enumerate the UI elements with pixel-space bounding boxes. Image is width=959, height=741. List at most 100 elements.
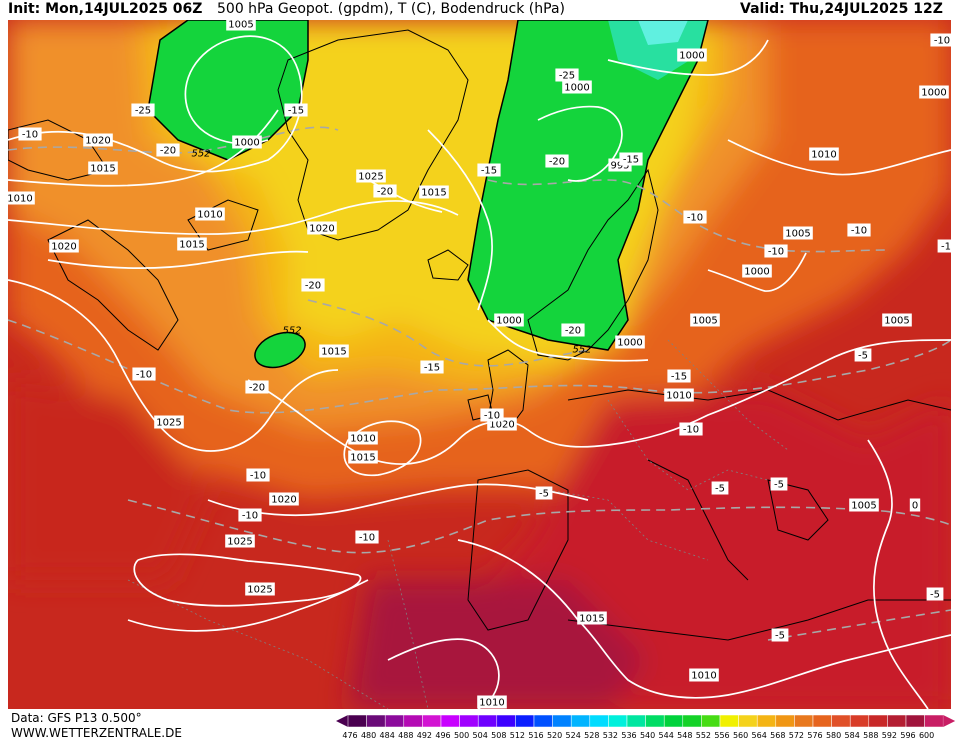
isobar-label: 1010	[8, 191, 35, 205]
isotherm-label: -10	[238, 508, 262, 522]
isobar-label-box	[225, 534, 255, 548]
scale-swatch	[626, 714, 646, 728]
isobar-label-text: 1020	[309, 224, 334, 235]
isobar-label-box	[809, 147, 839, 161]
scale-swatch	[775, 714, 795, 728]
isobar-label-box	[577, 611, 607, 625]
isotherm-label: -5	[711, 481, 729, 495]
scale-swatch	[756, 714, 777, 728]
isobar-label-text: 1015	[421, 188, 446, 199]
isobar-label-box	[477, 695, 507, 709]
isotherm-label-text: -20	[305, 281, 321, 292]
isobar-label-text: 1000	[744, 267, 769, 278]
isobar-label: 1025	[154, 415, 184, 429]
isotherm-label-box	[854, 348, 872, 362]
scale-tick-label: 556	[714, 731, 729, 740]
isobar-label-text: 1000	[921, 88, 946, 99]
isotherm-label-text: -10	[768, 247, 784, 258]
isobar-label-text: 1015	[321, 347, 346, 358]
isobar-label-box	[882, 313, 912, 327]
isobar-label: 1015	[177, 237, 207, 251]
scale-swatch	[403, 714, 423, 728]
isotherm-label-text: -15	[288, 106, 304, 117]
scale-swatch	[868, 714, 888, 728]
isobar-label: 1015	[88, 161, 118, 175]
isotherm-label: -10	[480, 408, 504, 422]
isotherm-label-box	[284, 103, 308, 117]
scale-tick-label: 532	[603, 731, 618, 740]
geopotential-labels: 552 552 552	[191, 149, 591, 356]
scale-tick-label: 572	[789, 731, 804, 740]
isotherm-label: -25	[555, 68, 579, 82]
geopotential-label: 552	[282, 326, 301, 337]
isotherm-label-box	[555, 68, 579, 82]
isobar-label: 1020	[269, 492, 299, 506]
isobar-label-text: 1000	[496, 316, 521, 327]
isotherm-label-box	[238, 508, 262, 522]
isotherm-label-text: -5	[858, 351, 868, 362]
scale-tick-label: 588	[863, 731, 878, 740]
isobar-label: 1000	[494, 313, 524, 327]
isobar-label-box	[615, 335, 645, 349]
scale-tick-label: 576	[807, 731, 822, 740]
data-source: Data: GFS P13 0.500°	[11, 711, 142, 725]
isobar-label-box	[849, 498, 879, 512]
isotherm-label: -5	[854, 348, 872, 362]
forecast-map: 1005 1020 1015 1010 1010 1015 1020 1000 1025 1015…	[8, 20, 951, 709]
isobar-label: 1005	[690, 313, 720, 327]
isotherm-labels: -10 -25 -20 -15 -20 -25 -20 -15 -15 -10 -10 -10 -10 -…	[18, 33, 951, 642]
isotherm-label: -5	[926, 587, 944, 601]
isotherm-label-box	[18, 127, 42, 141]
isobar-label-text: 1015	[179, 240, 204, 251]
isotherm-label: -20	[561, 323, 585, 337]
isobar-label-text: 1000	[617, 338, 642, 349]
scale-tick-label: 544	[659, 731, 674, 740]
isotherm-label-text: -25	[559, 71, 575, 82]
isobar-label: 1005	[783, 226, 813, 240]
isotherm-label-box	[926, 587, 944, 601]
isotherm-label: -10	[679, 422, 703, 436]
isotherm-label-box	[771, 628, 789, 642]
isotherm-label-box	[847, 223, 871, 237]
isobar-label-text: 1025	[227, 537, 252, 548]
isotherm-label: -15	[667, 369, 691, 383]
isobar-label: 1010	[477, 695, 507, 709]
scale-swatch	[608, 714, 628, 728]
isotherm-label-box	[420, 360, 444, 374]
scale-swatch	[570, 714, 591, 728]
isobar-label: 1000	[615, 335, 645, 349]
isotherm-label-text: -20	[377, 187, 393, 198]
isobar-label-text: 1020	[85, 136, 110, 147]
isobar-label-text: 1005	[692, 316, 717, 327]
isobar-label: 1020	[307, 221, 337, 235]
isobar-label: 1000	[232, 135, 262, 149]
isotherm-label-box	[619, 152, 643, 166]
color-scale-legend: 476 480 484 488 492 496 500 504 508 512 516 520 524 5…	[336, 714, 956, 740]
scale-swatch	[459, 714, 479, 728]
isotherm-label-box	[930, 33, 951, 47]
scale-swatch	[812, 714, 832, 728]
isobar-label-text: 1015	[90, 164, 115, 175]
isotherm-label-box	[131, 103, 155, 117]
isobar-label-text: 1015	[579, 614, 604, 625]
isobar-label-text: 1000	[564, 83, 589, 94]
scale-swatch	[701, 714, 721, 728]
isotherm-label: -5	[535, 486, 553, 500]
scale-tick-label: 528	[584, 731, 599, 740]
isotherm-label-text: -10	[242, 511, 258, 522]
isotherm-label-text: -10	[136, 370, 152, 381]
isobar-label-text: 1010	[691, 671, 716, 682]
isobar-label-text: 1020	[51, 242, 76, 253]
scale-tick-label: 600	[919, 731, 934, 740]
isobar-label-text: 1025	[247, 585, 272, 596]
isobar-label-box	[245, 582, 275, 596]
isotherm-label: -15	[477, 163, 501, 177]
scale-tick-label: 568	[770, 731, 785, 740]
isobar-label-text: 1010	[350, 434, 375, 445]
isobar-label: 1005	[882, 313, 912, 327]
isotherm-label-box	[679, 422, 703, 436]
isotherm-label: -25	[131, 103, 155, 117]
scale-swatch	[384, 714, 405, 728]
scale-swatch	[533, 714, 553, 728]
isobar-labels: 1005 1020 1015 1010 1010 1015 1020 1000 1025 1015…	[8, 20, 949, 709]
